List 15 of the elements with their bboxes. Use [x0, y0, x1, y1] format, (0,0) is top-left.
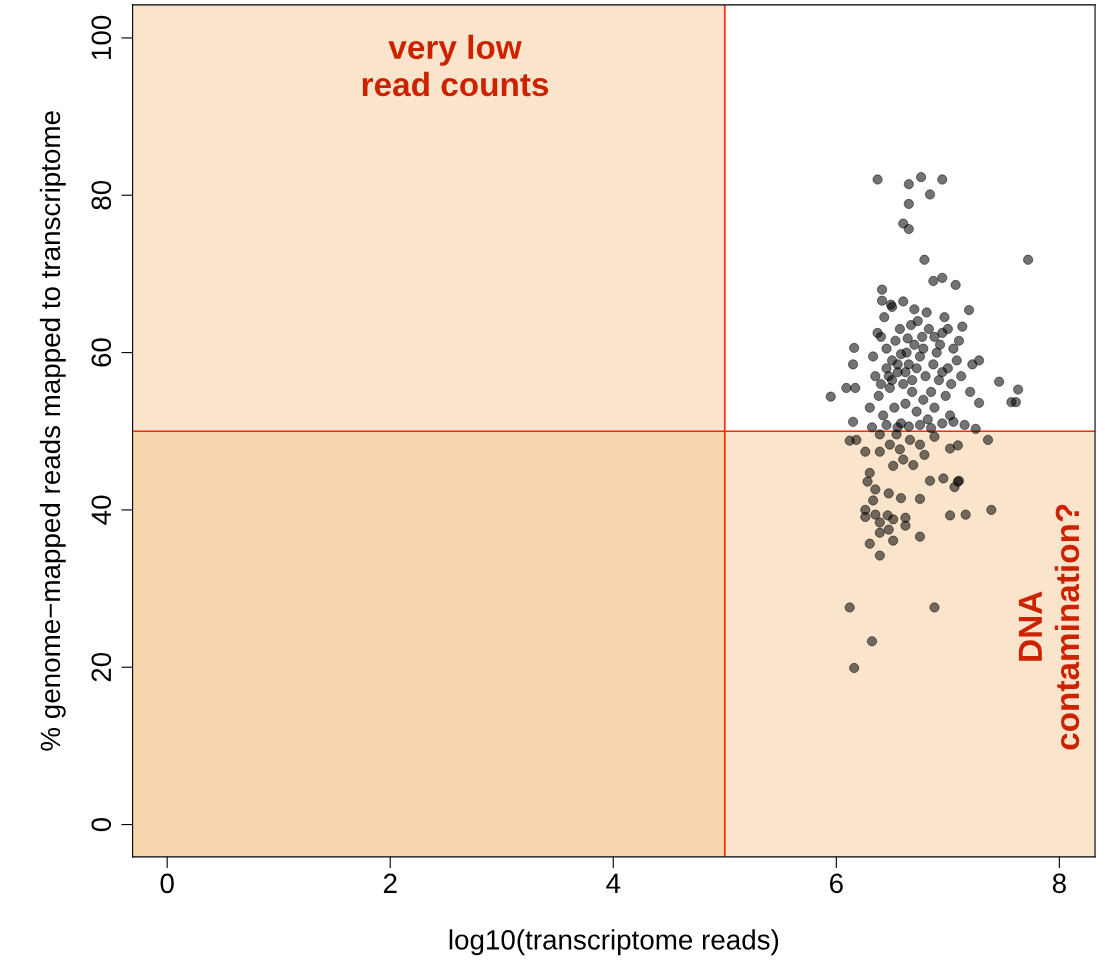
y-tick-label: 80 [91, 180, 112, 210]
x-tick-label: 8 [1052, 873, 1066, 894]
y-tick-label: 20 [91, 652, 112, 682]
x-tick-label: 2 [383, 873, 397, 893]
y-tick-label: 0 [91, 817, 112, 832]
x-tick-label: 4 [606, 873, 621, 893]
x-tick-label: 6 [830, 873, 843, 894]
y-tick-label: 60 [91, 338, 112, 367]
x-axis-title: log10(transcriptome reads) [449, 929, 779, 956]
annotation: very low read counts [362, 34, 549, 97]
y-tick-label: 40 [91, 495, 112, 525]
x-tick-label: 0 [160, 873, 174, 894]
annotation: DNA contamination? [1018, 504, 1080, 750]
y-axis-title: % genome−mapped reads mapped to transcriptome [39, 111, 66, 751]
y-tick-label: 100 [91, 15, 112, 59]
